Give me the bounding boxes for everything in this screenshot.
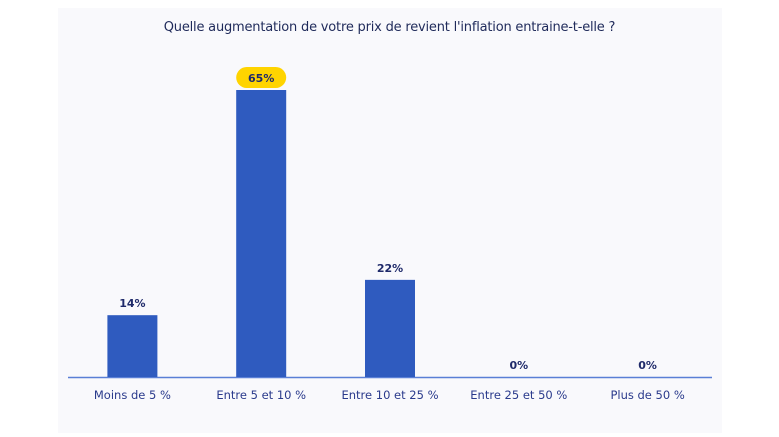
highlight-badge xyxy=(236,67,287,88)
category-label-5: Plus de 50 % xyxy=(610,388,684,402)
category-label-3: Entre 10 et 25 % xyxy=(341,388,438,402)
chart-title: Quelle augmentation de votre prix de rev… xyxy=(163,20,616,35)
value-label-3: 22% xyxy=(377,262,403,275)
bar-1 xyxy=(107,315,158,377)
bar-3 xyxy=(365,279,415,377)
bar-2 xyxy=(236,90,287,377)
value-label-4: 0% xyxy=(509,359,528,372)
category-label-2: Entre 5 et 10 % xyxy=(216,388,306,402)
value-label-1: 14% xyxy=(119,297,145,310)
category-label-4: Entre 25 et 50 % xyxy=(470,388,567,402)
category-label-1: Moins de 5 % xyxy=(94,388,171,402)
value-label-2: 65% xyxy=(248,72,274,85)
value-label-5: 0% xyxy=(638,359,657,372)
